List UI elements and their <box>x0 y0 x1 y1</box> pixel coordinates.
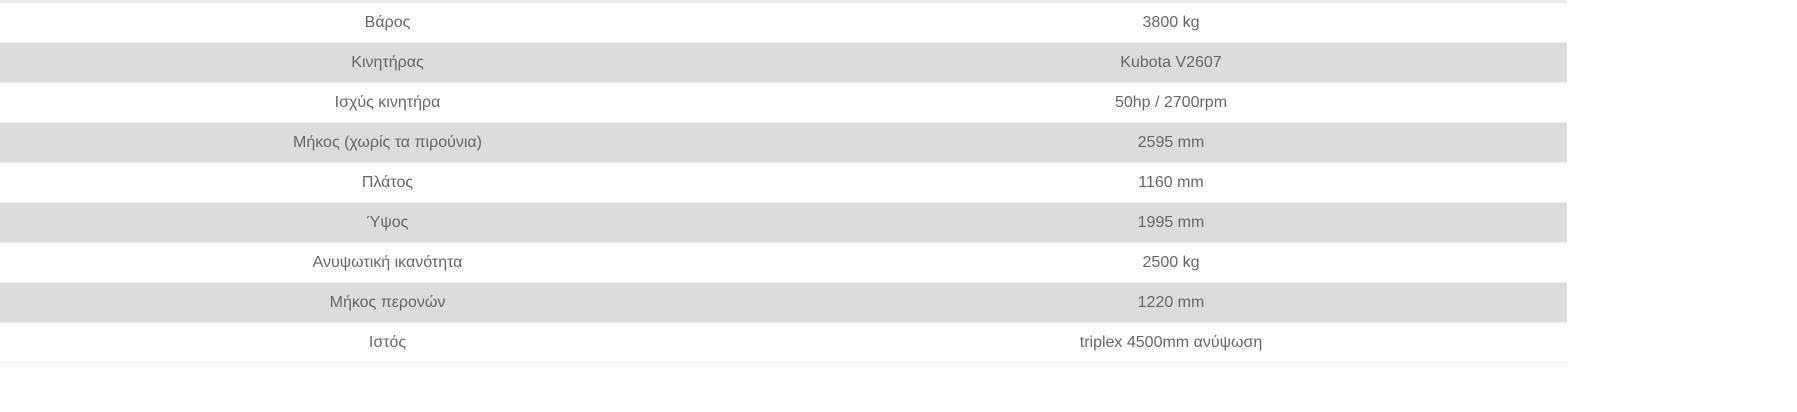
table-top-border <box>0 0 1567 3</box>
table-row: Κινητήρας Kubota V2607 <box>0 42 1567 83</box>
spec-value: 3800 kg <box>775 3 1567 43</box>
spec-value: 1220 mm <box>775 282 1567 323</box>
spec-value: 2595 mm <box>775 122 1567 163</box>
spec-label: Πλάτος <box>0 162 775 203</box>
table-row: Ιστός triplex 4500mm ανύψωση <box>0 322 1567 363</box>
spec-label: Ιστός <box>0 322 775 363</box>
spec-label: Ύψος <box>0 202 775 243</box>
spec-label: Ανυψωτική ικανότητα <box>0 242 775 283</box>
table-row: Μήκος περονών 1220 mm <box>0 282 1567 323</box>
table-row: Βάρος 3800 kg <box>0 3 1567 43</box>
spec-value: 2500 kg <box>775 242 1567 283</box>
spec-value: triplex 4500mm ανύψωση <box>775 322 1567 363</box>
spec-value: 1995 mm <box>775 202 1567 243</box>
spec-label: Κινητήρας <box>0 42 775 83</box>
table-row: Μήκος (χωρίς τα πιρούνια) 2595 mm <box>0 122 1567 163</box>
specifications-table: Βάρος 3800 kg Κινητήρας Kubota V2607 Ισχύς κ… <box>0 3 1567 363</box>
table-row: Πλάτος 1160 mm <box>0 162 1567 203</box>
spec-label: Ισχύς κινητήρα <box>0 82 775 123</box>
table-row: Ανυψωτική ικανότητα 2500 kg <box>0 242 1567 283</box>
spec-label: Βάρος <box>0 3 775 43</box>
spec-value: 1160 mm <box>775 162 1567 203</box>
spec-label: Μήκος περονών <box>0 282 775 323</box>
spec-value: 50hp / 2700rpm <box>775 82 1567 123</box>
spec-label: Μήκος (χωρίς τα πιρούνια) <box>0 122 775 163</box>
table-row: Ισχύς κινητήρα 50hp / 2700rpm <box>0 82 1567 123</box>
table-row: Ύψος 1995 mm <box>0 202 1567 243</box>
spec-value: Kubota V2607 <box>775 42 1567 83</box>
